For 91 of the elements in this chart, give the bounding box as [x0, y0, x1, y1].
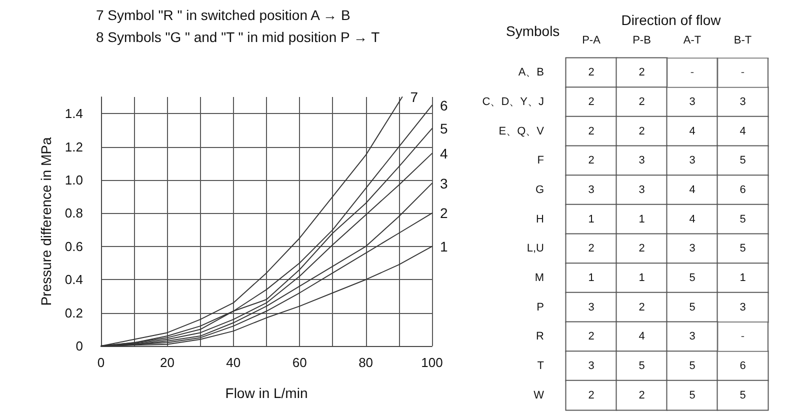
y-tick-label: F [537, 154, 544, 167]
x-tick-label: 60 [292, 355, 307, 370]
data-label: 1 [638, 213, 645, 226]
y-tick-label: A、B [518, 66, 544, 79]
data-label: 5 [689, 389, 696, 402]
y-tick-label: 1.0 [64, 172, 83, 188]
x-tick-label: P-A [582, 34, 602, 46]
data-label: 2 [588, 389, 594, 402]
y-tick-label: C、D、Y、J [482, 96, 544, 108]
x-tick-label: 80 [358, 355, 374, 370]
y-tick-label: 0.2 [64, 305, 83, 320]
data-label: 3 [740, 96, 746, 108]
data-label: 2 [638, 96, 645, 108]
data-label: 3 [638, 184, 645, 196]
series-label: 2 [440, 205, 448, 222]
series-label: 6 [440, 97, 448, 114]
data-label: 2 [588, 66, 594, 79]
data-label: 5 [740, 389, 746, 402]
y-tick-label: E、Q、V [498, 125, 545, 138]
data-label: 2 [638, 125, 645, 138]
data-label: 6 [740, 360, 746, 372]
y-tick-label: 0.6 [64, 238, 83, 254]
series-label: 4 [440, 145, 448, 162]
data-label: 5 [740, 242, 746, 255]
data-label: 2 [588, 125, 594, 138]
data-label: 2 [588, 330, 594, 343]
data-label: 3 [588, 301, 594, 314]
y-tick-label: R [536, 330, 544, 343]
data-label: 2 [588, 154, 594, 167]
data-label: 4 [689, 184, 696, 196]
data-label: 4 [689, 125, 696, 138]
data-label: 5 [638, 360, 645, 372]
data-label: 1 [588, 272, 594, 284]
data-label: 3 [689, 330, 696, 343]
data-label: 5 [740, 154, 746, 167]
chart-title: Direction of flow [621, 12, 722, 28]
x-tick-label: B-T [734, 34, 752, 46]
data-label: 3 [689, 242, 696, 255]
data-label: 1 [740, 272, 746, 284]
y-axis-title: Pressure difference in MPa [38, 136, 54, 306]
data-label: 2 [638, 66, 645, 79]
y-tick-label: L,U [526, 242, 544, 255]
data-label: 4 [689, 213, 696, 226]
data-label: 5 [740, 213, 746, 226]
data-label: 4 [638, 330, 645, 343]
data-label: 5 [689, 272, 696, 284]
y-tick-label: W [534, 389, 545, 402]
y-tick-label: 0.8 [64, 206, 83, 221]
text: - [690, 66, 694, 79]
series-label: 7 [410, 89, 418, 105]
data-label: 5 [689, 301, 696, 314]
series-label: 3 [440, 175, 448, 192]
x-tick-label: 100 [421, 355, 443, 370]
series-label: 1 [440, 238, 448, 254]
y-tick-label: T [537, 360, 544, 372]
x-tick-label: 0 [97, 355, 105, 370]
data-label: 3 [588, 184, 594, 196]
y-tick-label: G [535, 184, 544, 196]
y-tick-label: 0 [76, 338, 83, 354]
data-label: 2 [638, 242, 645, 255]
data-label: 2 [638, 389, 645, 402]
x-axis-title: Flow in L/min [225, 385, 308, 401]
data-label: 2 [638, 301, 645, 314]
data-label: 3 [588, 360, 594, 372]
text: 8 Symbols "G " and "T " in mid position P → T [96, 29, 380, 45]
data-label: 2 [588, 96, 594, 108]
y-tick-label: 1.2 [64, 139, 83, 154]
y-tick-label: P [536, 301, 544, 314]
x-tick-label: A-T [683, 34, 702, 46]
y-tick-label: M [534, 272, 544, 284]
y-axis-title: Symbols [506, 23, 560, 39]
x-tick-label: 40 [226, 355, 241, 370]
y-tick-label: 0.4 [64, 272, 83, 288]
series-label: 5 [440, 120, 448, 137]
data-label: 2 [588, 242, 594, 255]
x-tick-label: 20 [160, 355, 174, 370]
data-label: 5 [689, 360, 696, 372]
data-label: 3 [740, 301, 746, 314]
x-tick-label: P-B [632, 34, 651, 46]
data-label: 1 [638, 272, 645, 284]
data-label: 3 [689, 96, 696, 108]
data-label: 6 [740, 184, 746, 196]
y-tick-label: H [536, 213, 544, 226]
text: - [740, 66, 745, 79]
data-label: 3 [638, 154, 645, 167]
data-label: 1 [588, 213, 594, 226]
data-label: 3 [689, 154, 696, 167]
data-label: 4 [740, 125, 746, 138]
y-tick-label: 1.4 [64, 106, 83, 122]
text: 7 Symbol "R " in switched position A → B [96, 7, 350, 23]
text: - [740, 330, 745, 343]
